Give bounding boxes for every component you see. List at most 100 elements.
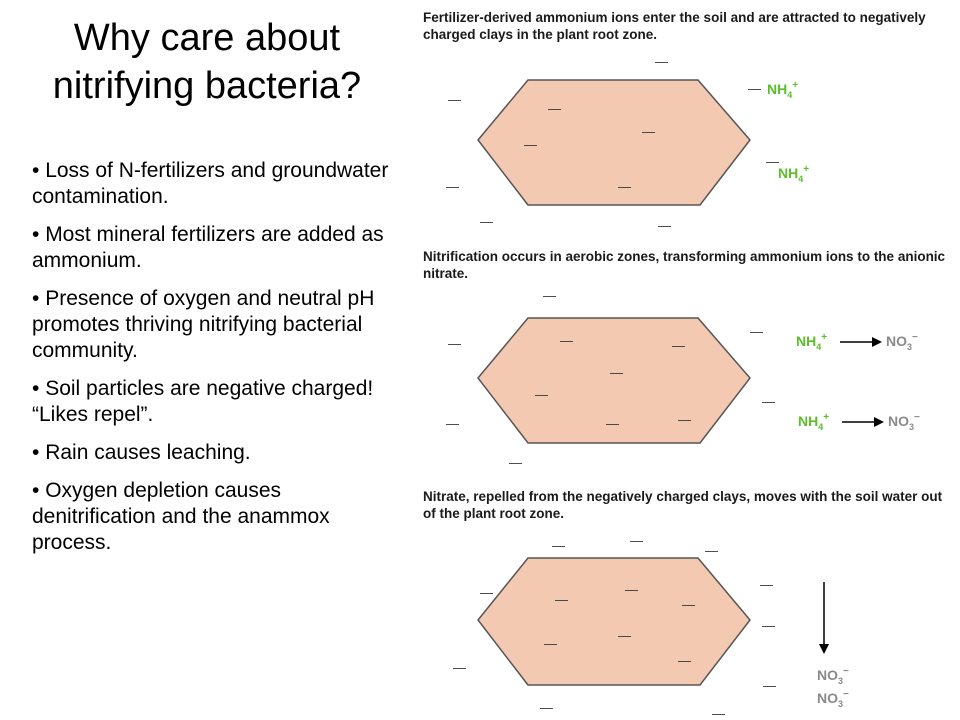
ammonium-ion: NH4+	[796, 332, 827, 352]
clay-particle	[477, 317, 751, 444]
nitrate-symbol: NO	[817, 690, 838, 706]
negative-charge: —	[678, 653, 691, 668]
subscript: 3	[838, 676, 843, 686]
subscript: 4	[816, 342, 821, 352]
negative-charge: —	[625, 582, 638, 597]
svg-text:NH4+: NH4+	[798, 412, 829, 432]
negative-charge: —	[630, 533, 643, 548]
negative-charge: —	[448, 92, 461, 107]
bullet-item: Loss of N-fertilizers and groundwater co…	[32, 158, 397, 210]
svg-text:NO3−: NO3−	[888, 412, 920, 432]
negative-charge: —	[540, 700, 553, 715]
bullet-item: Soil particles are negative charged! “Li…	[32, 376, 397, 428]
panel-1-caption: Fertilizer-derived ammonium ions enter t…	[423, 10, 926, 42]
negative-charge: —	[642, 124, 655, 139]
negative-charge: —	[560, 333, 573, 348]
negative-charge: —	[480, 214, 493, 229]
title-line-1: Why care about	[73, 17, 341, 59]
nitrification-reaction: NH4+ NO3−	[798, 412, 920, 432]
negative-charges: — — — — — — — — — — —	[446, 54, 779, 233]
negative-charge: —	[682, 597, 695, 612]
ammonium-ion: NH4+	[798, 412, 829, 432]
nitrate-symbol: NO	[886, 333, 907, 349]
negative-charge: —	[448, 336, 461, 351]
negative-charge: —	[480, 585, 493, 600]
nitrate-ion: NO3−	[817, 666, 849, 686]
subscript: 3	[838, 699, 843, 709]
svg-text:NO3−: NO3−	[817, 666, 849, 686]
negative-charge: —	[762, 394, 775, 409]
ammonium-symbol: NH	[796, 333, 816, 349]
negative-charge: —	[766, 154, 779, 169]
ammonium-ion: NH4+	[778, 164, 809, 184]
subscript: 3	[907, 342, 912, 352]
svg-text:NO3−: NO3−	[817, 689, 849, 709]
bullet-list: Loss of N-fertilizers and groundwater co…	[32, 158, 397, 568]
clay-particle	[477, 557, 751, 686]
nitrate-ion: NO3−	[886, 332, 918, 352]
negative-charge: —	[552, 538, 565, 553]
charge: +	[823, 412, 829, 423]
charge: −	[843, 666, 849, 677]
negative-charge: —	[453, 660, 466, 675]
panel-2: — — — — — — — — — — — — NH4+ NO3− NH4+	[446, 288, 920, 470]
charge: +	[792, 80, 798, 91]
panel-3-caption: Nitrate, repelled from the negatively ch…	[423, 489, 943, 521]
panel-2-caption: Nitrification occurs in aerobic zones, t…	[423, 249, 946, 281]
negative-charge: —	[762, 618, 775, 633]
negative-charge: —	[509, 455, 522, 470]
subscript: 4	[798, 174, 803, 184]
negative-charge: —	[524, 137, 537, 152]
title-line-2: nitrifying bacteria?	[52, 65, 362, 107]
svg-text:NH4+: NH4+	[778, 164, 809, 184]
negative-charge: —	[610, 365, 623, 380]
negative-charge: —	[618, 628, 631, 643]
negative-charge: —	[750, 324, 763, 339]
nitrification-reaction: NH4+ NO3−	[796, 332, 918, 352]
negative-charge: —	[543, 288, 556, 303]
negative-charge: —	[658, 218, 671, 233]
negative-charge: —	[548, 101, 561, 116]
negative-charge: —	[446, 416, 459, 431]
negative-charge: —	[606, 416, 619, 431]
bullet-item: Rain causes leaching.	[32, 440, 397, 466]
negative-charge: —	[618, 179, 631, 194]
negative-charge: —	[678, 412, 691, 427]
svg-text:NH4+: NH4+	[796, 332, 827, 352]
bullet-item: Presence of oxygen and neutral pH promot…	[32, 286, 397, 364]
nitrate-ion: NO3−	[888, 412, 920, 432]
negative-charge: —	[712, 706, 725, 720]
negative-charge: —	[555, 592, 568, 607]
charge: +	[803, 164, 809, 175]
nitrate-ion: NO3−	[817, 689, 849, 709]
charge: −	[914, 412, 920, 423]
ammonium-symbol: NH	[798, 413, 818, 429]
ammonium-symbol: NH	[767, 81, 787, 97]
negative-charge: —	[535, 387, 548, 402]
panel-3: — — — — — — — — — — — — — — — — NO3− NO3…	[453, 533, 849, 720]
subscript: 4	[787, 90, 792, 100]
negative-charge: —	[672, 338, 685, 353]
svg-text:NO3−: NO3−	[886, 332, 918, 352]
negative-charge: —	[446, 179, 459, 194]
negative-charges: — — — — — — — — — — — —	[446, 288, 775, 470]
charge: −	[912, 332, 918, 343]
subscript: 4	[818, 422, 823, 432]
nitrate-symbol: NO	[888, 413, 909, 429]
negative-charge: —	[760, 577, 773, 592]
slide-title: Why care about nitrifying bacteria?	[22, 14, 392, 110]
bullet-item: Oxygen depletion causes denitrification …	[32, 478, 397, 556]
negative-charge: —	[748, 81, 761, 96]
negative-charge: —	[655, 54, 668, 69]
negative-charges: — — — — — — — — — — — — — — — —	[453, 533, 776, 720]
nitrate-symbol: NO	[817, 667, 838, 683]
negative-charge: —	[544, 636, 557, 651]
ammonium-ion: NH4+	[767, 80, 798, 100]
subscript: 3	[909, 422, 914, 432]
svg-text:NH4+: NH4+	[767, 80, 798, 100]
nitrification-diagram: — — — — — — — — — — — NH4+ NH4+ — — — — …	[446, 54, 920, 720]
negative-charge: —	[705, 543, 718, 558]
charge: −	[843, 689, 849, 700]
bullet-item: Most mineral fertilizers are added as am…	[32, 222, 397, 274]
clay-particle	[477, 79, 751, 206]
